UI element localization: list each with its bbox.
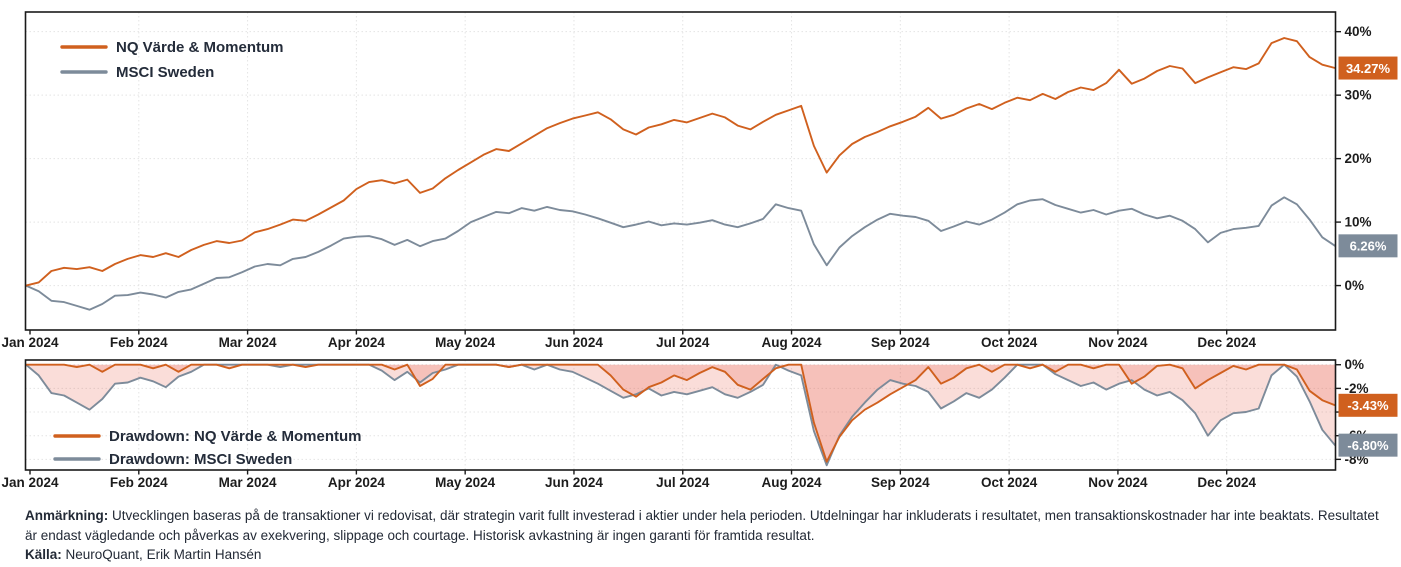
end-badge-label: 6.26% (1350, 239, 1387, 254)
performance-and-drawdown-chart: Jan 2024 Feb 2024 Mar 2024 Apr 2024 May 2024… (1, 11, 1398, 490)
msci-line (25, 196, 1336, 311)
x-tick-label: Jun 2024 (545, 335, 603, 350)
x-tick-label: Sep 2024 (871, 475, 930, 490)
drawdown-chart: Jan 2024 Feb 2024 Mar 2024 Apr 2024 May 2024… (1, 357, 1398, 490)
nq-end-badge: 34.27% (1338, 56, 1398, 80)
legend-label: Drawdown: MSCI Sweden (109, 451, 292, 468)
x-tick-label: Dec 2024 (1197, 335, 1256, 350)
y-tick-label: 40% (1345, 24, 1372, 39)
x-tick-label: Feb 2024 (110, 335, 168, 350)
msci-drawdown-end-badge: -6.80% (1338, 433, 1398, 457)
x-tick-label: Aug 2024 (762, 335, 823, 350)
source-text: NeuroQuant, Erik Martin Hansén (61, 547, 262, 563)
nq-drawdown-area (26, 364, 1335, 462)
x-tick-label: Oct 2024 (981, 475, 1038, 490)
x-tick-label: Nov 2024 (1088, 335, 1148, 350)
note-text: Utvecklingen baseras på de transaktioner… (25, 508, 1379, 543)
end-badge-label: 34.27% (1346, 61, 1391, 76)
y-tick-label: 0% (1345, 357, 1365, 372)
y-tick-label: 10% (1345, 215, 1372, 230)
x-tick-label: Oct 2024 (981, 335, 1038, 350)
x-tick-label: Jan 2024 (1, 335, 59, 350)
footer-note: Anmärkning: Utvecklingen baseras på de t… (25, 506, 1380, 565)
y-tick-label: 30% (1345, 88, 1372, 103)
x-tick-label: Mar 2024 (219, 335, 277, 350)
source-paragraph: Källa: NeuroQuant, Erik Martin Hansén (25, 545, 1380, 565)
x-tick-label: Dec 2024 (1197, 475, 1256, 490)
performance-chart: Jan 2024 Feb 2024 Mar 2024 Apr 2024 May 2024… (1, 11, 1398, 350)
x-tick-label: Apr 2024 (328, 475, 386, 490)
panel-border (24, 11, 1337, 331)
nq-line (25, 37, 1336, 287)
legend-label: NQ Värde & Momentum (116, 39, 284, 56)
y-tick-label: 0% (1345, 278, 1365, 293)
x-tick-label: Mar 2024 (219, 475, 277, 490)
x-tick-label: May 2024 (435, 335, 496, 350)
y-tick-label: -2% (1345, 381, 1369, 396)
msci-end-badge: 6.26% (1338, 234, 1398, 258)
note-label: Anmärkning: (25, 508, 109, 523)
end-badge-label: -6.80% (1347, 438, 1389, 453)
x-tick-label: Nov 2024 (1088, 475, 1148, 490)
x-tick-label: Feb 2024 (110, 475, 168, 490)
legend-item: Drawdown: NQ Värde & Momentum (53, 428, 362, 445)
legend-item: Drawdown: MSCI Sweden (53, 451, 292, 468)
chart-area: Jan 2024 Feb 2024 Mar 2024 Apr 2024 May 2024… (1, 11, 1398, 490)
x-tick-label: Jun 2024 (545, 475, 603, 490)
x-tick-label: Sep 2024 (871, 335, 930, 350)
end-badge-label: -3.43% (1347, 398, 1389, 413)
msci-drawdown-area (26, 364, 1335, 466)
panel-border (24, 359, 1337, 471)
x-tick-label: Jan 2024 (1, 475, 59, 490)
note-paragraph: Anmärkning: Utvecklingen baseras på de t… (25, 506, 1380, 545)
legend-item: NQ Värde & Momentum (60, 39, 284, 56)
legend-label: Drawdown: NQ Värde & Momentum (109, 428, 362, 445)
y-tick-label: 20% (1345, 151, 1372, 166)
x-tick-label: Jul 2024 (656, 475, 710, 490)
legend-item: MSCI Sweden (60, 64, 214, 81)
x-tick-label: Jul 2024 (656, 335, 710, 350)
legend-label: MSCI Sweden (116, 64, 214, 81)
x-tick-label: May 2024 (435, 475, 496, 490)
nq-drawdown-end-badge: -3.43% (1338, 393, 1398, 417)
x-tick-label: Aug 2024 (762, 475, 823, 490)
nq-drawdown-line (25, 363, 1336, 463)
x-tick-label: Apr 2024 (328, 335, 386, 350)
source-label: Källa: (25, 547, 62, 563)
